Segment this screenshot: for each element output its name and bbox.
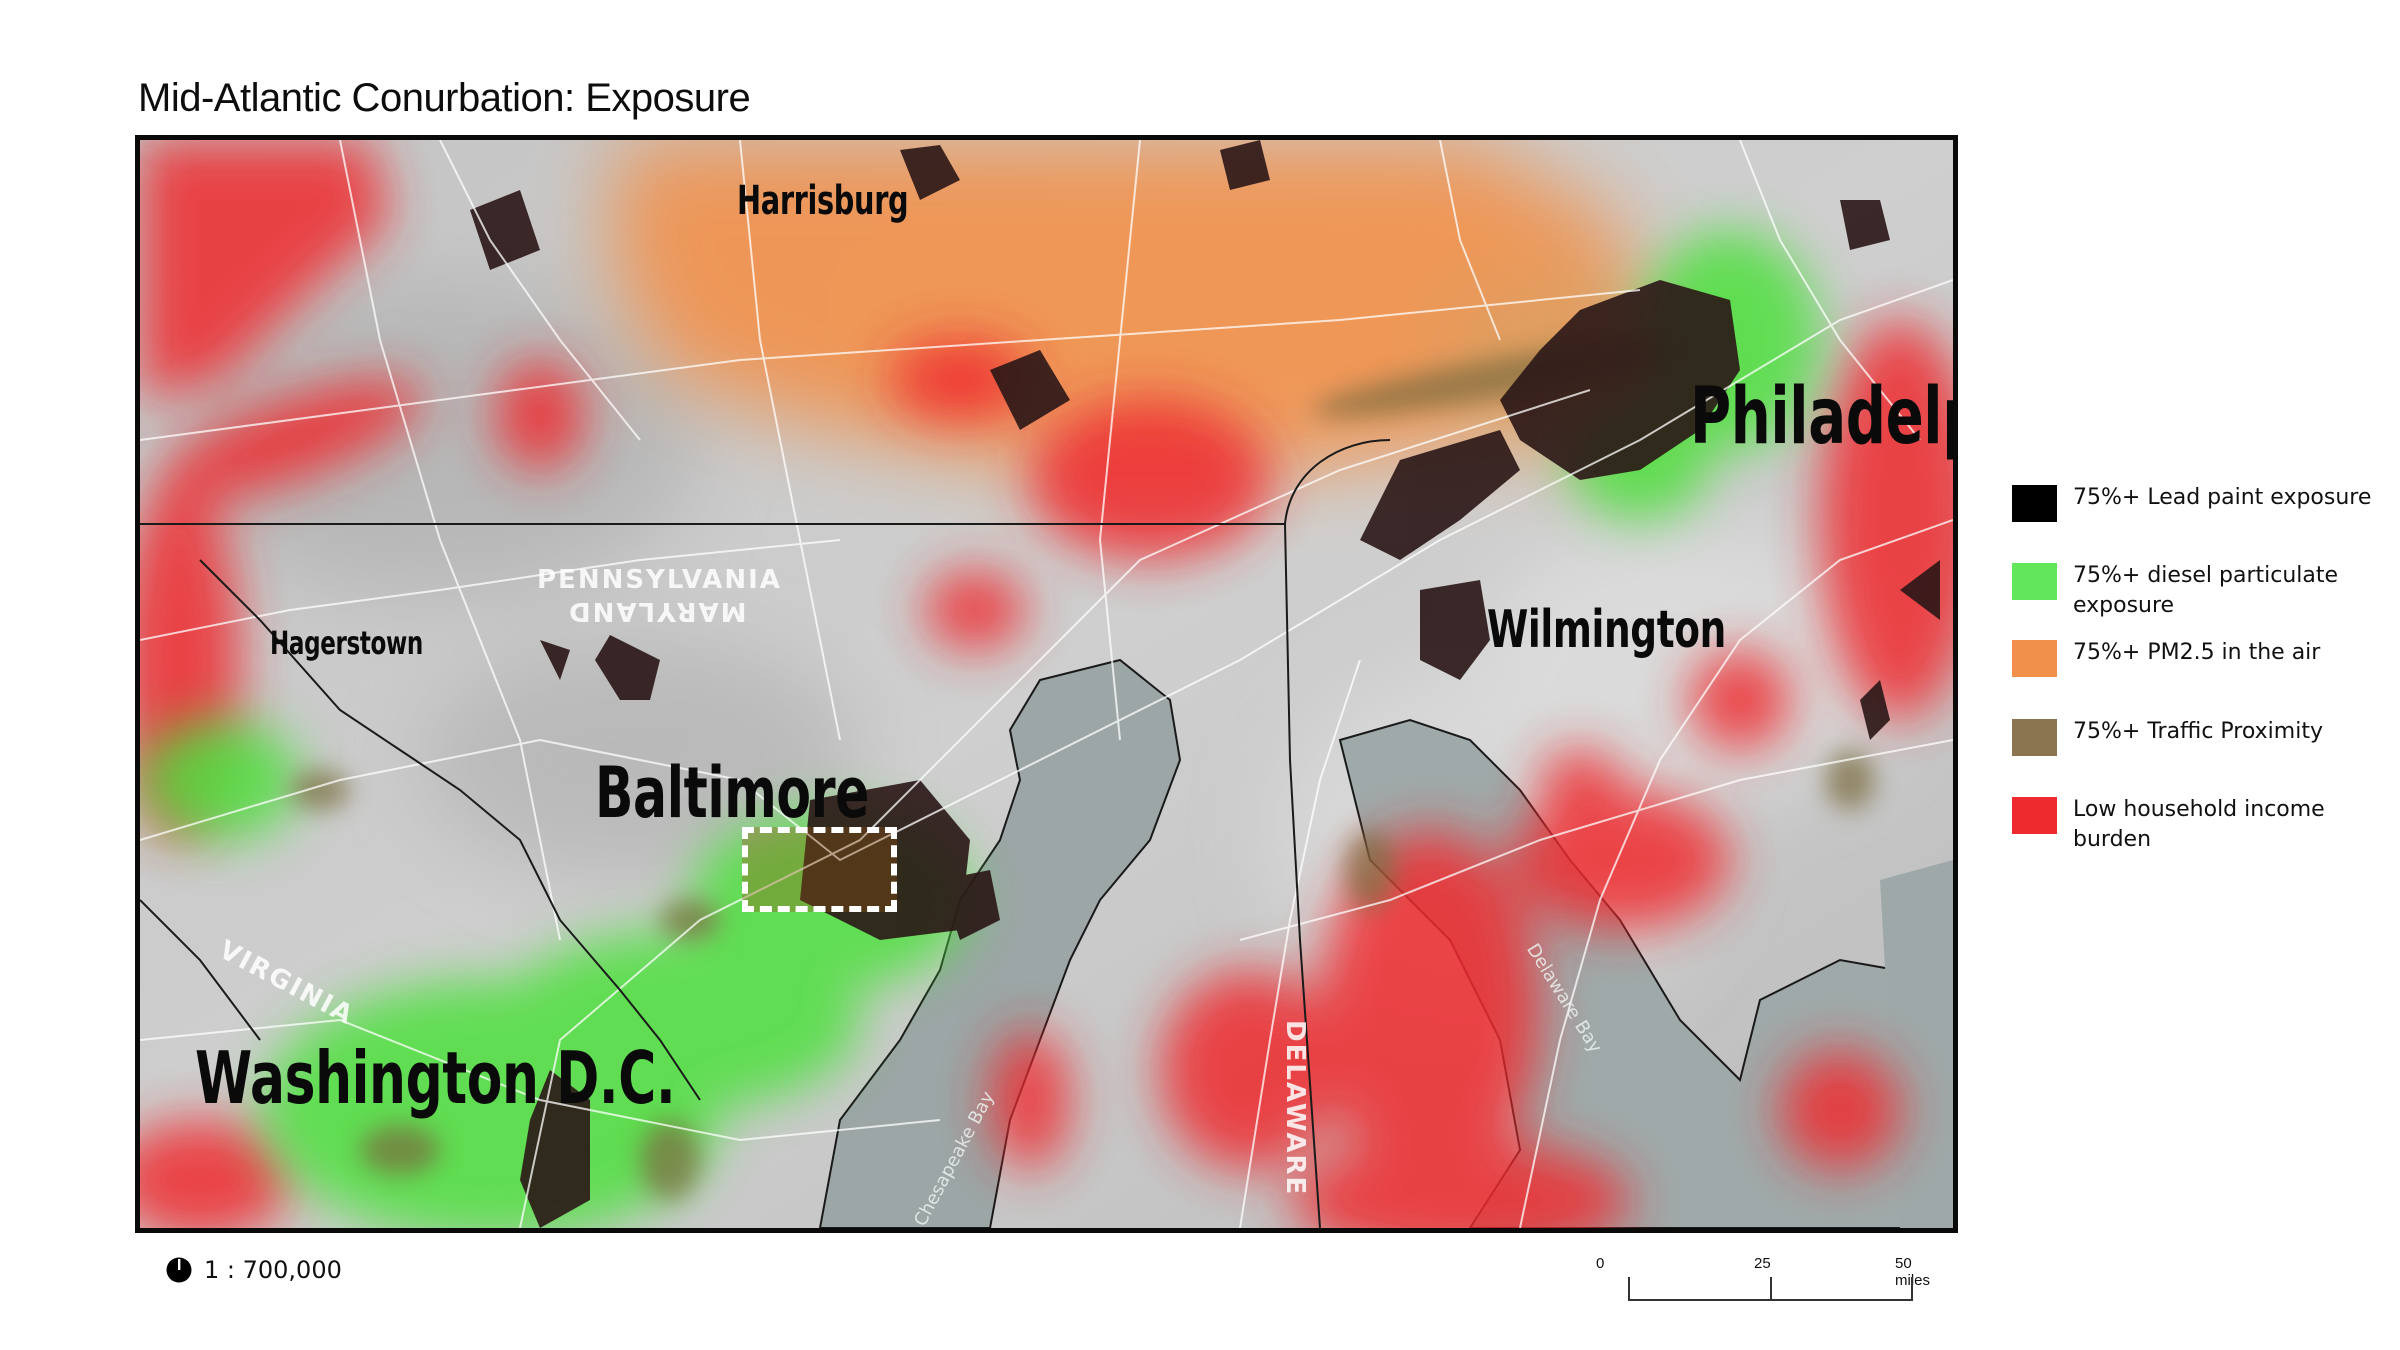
city-label-philadelphia: Philadelphia <box>1690 372 1953 462</box>
legend-swatch-orange <box>2012 640 2057 677</box>
city-label-hagerstown: Hagerstown <box>270 624 423 662</box>
city-label-washington-dc: Washington D.C. <box>195 1036 676 1120</box>
legend-item-traffic: 75%+ Traffic Proximity <box>2012 719 2373 756</box>
map-canvas[interactable]: Harrisburg Philadelphia Wilmington Hager… <box>135 135 1958 1233</box>
legend-label: 75%+ diesel particulate exposure <box>2073 563 2339 618</box>
legend-swatch-black <box>2012 485 2057 522</box>
scale-tick-25: 25 <box>1754 1255 1771 1272</box>
state-label-delaware: DELAWARE <box>1280 1020 1310 1197</box>
map-base-layer <box>140 140 1953 1228</box>
legend-item-pm25: 75%+ PM2.5 in the air <box>2012 640 2373 677</box>
north-indicator-icon <box>166 1257 192 1283</box>
state-label-maryland: MARYLAND <box>567 596 747 626</box>
legend-swatch-green <box>2012 563 2057 600</box>
scale-ratio-text: 1 : 700,000 <box>204 1256 342 1284</box>
scale-bar: 0 25 50 miles <box>1590 1255 1950 1315</box>
city-label-harrisburg: Harrisburg <box>737 178 909 224</box>
city-label-wilmington: Wilmington <box>1487 600 1726 660</box>
legend-label: Low household income burden <box>2073 797 2325 852</box>
legend-swatch-red <box>2012 797 2057 834</box>
legend-swatch-brown <box>2012 719 2057 756</box>
map-title: Mid-Atlantic Conurbation: Exposure <box>138 76 751 120</box>
legend-item-lead-paint: 75%+ Lead paint exposure <box>2012 485 2373 522</box>
legend-label: 75%+ Traffic Proximity <box>2073 719 2323 744</box>
state-label-pennsylvania: PENNSYLVANIA <box>537 565 782 595</box>
legend-item-income: Low household income burden <box>2012 797 2373 855</box>
city-label-baltimore: Baltimore <box>595 752 870 834</box>
scale-ratio: 1 : 700,000 <box>166 1256 342 1284</box>
legend-item-diesel: 75%+ diesel particulate exposure <box>2012 563 2373 621</box>
baltimore-focus-box[interactable] <box>742 827 897 912</box>
legend-label: 75%+ Lead paint exposure <box>2073 485 2372 510</box>
scale-tick-0: 0 <box>1596 1255 1605 1272</box>
scale-bar-line <box>1628 1277 1913 1301</box>
legend-label: 75%+ PM2.5 in the air <box>2073 640 2321 665</box>
